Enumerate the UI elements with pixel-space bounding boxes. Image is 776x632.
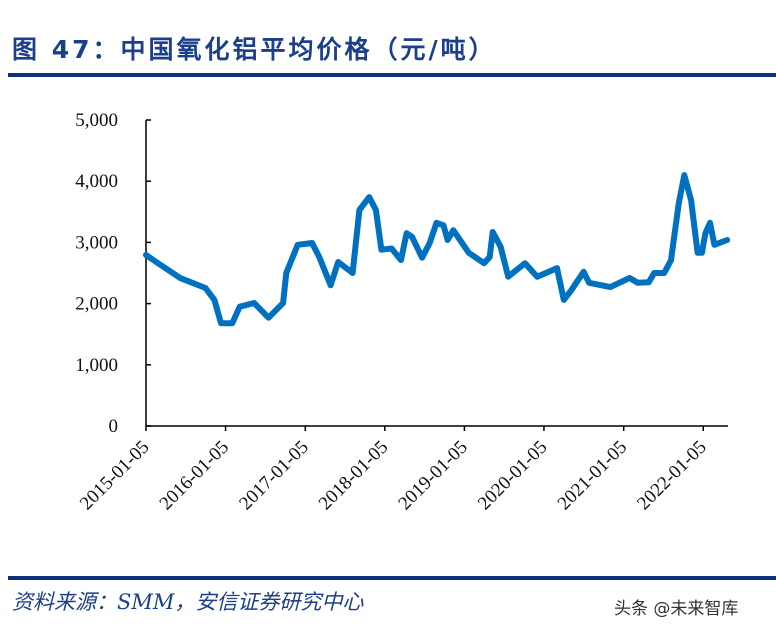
x-tick-label: 2022-01-05 (633, 437, 711, 515)
x-tick-label: 2018-01-05 (315, 437, 393, 515)
watermark: 头条 @未来智库 (614, 599, 739, 619)
footer-divider (8, 576, 776, 580)
title-divider (8, 73, 776, 77)
x-tick-label: 2016-01-05 (156, 437, 234, 515)
figure-title: 图 47：中国氧化铝平均价格（元/吨） (12, 35, 497, 64)
y-tick-label: 4,000 (75, 171, 118, 192)
x-tick-label: 2020-01-05 (474, 437, 552, 515)
x-tick-label: 2017-01-05 (235, 437, 313, 515)
y-tick-label: 3,000 (75, 232, 118, 253)
y-tick-label: 1,000 (75, 355, 118, 376)
x-tick-label: 2019-01-05 (394, 437, 472, 515)
x-tick-label: 2015-01-05 (76, 437, 154, 515)
y-tick-label: 2,000 (75, 294, 118, 315)
source-note: 资料来源：SMM，安信证券研究中心 (12, 590, 364, 614)
y-tick-label: 0 (109, 416, 119, 437)
series-line (143, 172, 731, 327)
x-tick-label: 2021-01-05 (554, 437, 632, 515)
y-tick-label: 5,000 (75, 110, 118, 131)
